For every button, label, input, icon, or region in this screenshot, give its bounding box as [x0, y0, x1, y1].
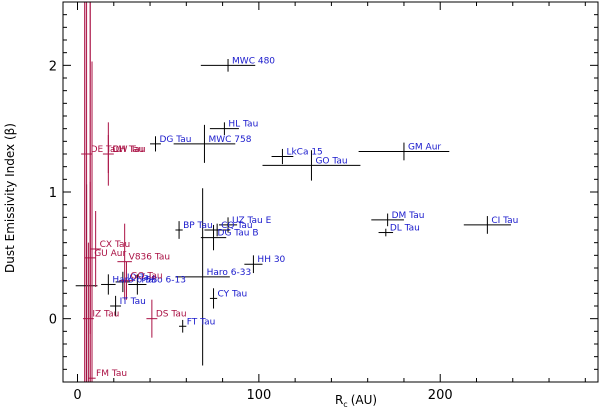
- blue-data-point: [463, 216, 511, 234]
- point-label: DS Tau: [156, 310, 187, 320]
- point-label: GO Tau: [315, 156, 347, 166]
- blue-data-point: [150, 136, 161, 152]
- red-data-point: [84, 181, 96, 334]
- blue-data-point: [173, 124, 236, 163]
- point-label: DG Tau B: [218, 229, 259, 239]
- x-axis-label-subscript: c: [343, 400, 347, 409]
- plot-frame: [62, 1, 599, 383]
- x-axis-label-main: R: [335, 393, 343, 407]
- point-label: Haro 6-13: [141, 275, 186, 285]
- plot-marks: [75, 2, 511, 382]
- blue-data-point: [209, 122, 239, 135]
- blue-data-point: [271, 148, 294, 165]
- point-label: IQ Tau: [127, 273, 155, 283]
- axis-ticks: 0 100 200 0 1 2: [49, 2, 598, 403]
- point-label: HL Tau: [228, 120, 258, 130]
- point-label: CX Tau: [100, 240, 131, 250]
- y-tick-label: 1: [49, 186, 57, 201]
- x-tick-label: 100: [246, 388, 271, 403]
- y-axis-label: Dust Emissivity Index (β): [3, 123, 17, 273]
- red-data-point: [146, 299, 158, 338]
- x-tick-label: 0: [73, 388, 81, 403]
- blue-data-point: [110, 295, 122, 317]
- y-tick-label: 0: [49, 313, 57, 328]
- blue-data-point: [262, 150, 361, 181]
- point-label: DL Tau: [390, 224, 420, 234]
- point-label: Haro 6-33: [207, 268, 252, 278]
- point-label: GM Aur: [408, 142, 441, 152]
- point-label: LkCa 15: [286, 148, 322, 158]
- point-label: GO Tau: [130, 272, 162, 282]
- blue-data-point: [200, 224, 227, 251]
- blue-data-point: [244, 255, 263, 274]
- point-label: CI Tau: [491, 216, 518, 226]
- point-label: CY Tau: [218, 289, 248, 299]
- blue-data-point: [371, 213, 404, 227]
- blue-data-point: [200, 59, 256, 72]
- point-label: MWC 758: [208, 135, 251, 145]
- blue-data-point: [175, 221, 183, 239]
- point-label: FM Tau: [96, 369, 127, 379]
- point-label: CQ Tau: [221, 221, 252, 231]
- point-label: IT Tau: [120, 297, 146, 307]
- blue-data-point: [378, 228, 394, 237]
- point-label: BP Tau: [183, 221, 213, 231]
- blue-data-point: [128, 274, 147, 295]
- blue-data-point: [204, 223, 230, 237]
- x-axis-label: Rc (AU): [335, 393, 377, 409]
- red-data-point: [88, 61, 96, 382]
- point-label: DM Tau: [392, 211, 425, 221]
- blue-data-point: [115, 271, 131, 293]
- point-label: DH Tau: [112, 145, 144, 155]
- red-data-point: [117, 223, 132, 300]
- x-tick-label: 200: [428, 388, 453, 403]
- point-label: MWC 480: [232, 56, 275, 66]
- red-data-point: [104, 135, 112, 173]
- x-axis-label-unit: (AU): [351, 393, 377, 407]
- point-label: HH 30: [257, 255, 285, 265]
- point-label: DG Tau: [159, 135, 191, 145]
- blue-data-point: [358, 142, 450, 161]
- point-label: IZ Tau: [92, 310, 119, 320]
- blue-data-point: [209, 288, 218, 309]
- point-label: CW Tau: [112, 145, 145, 155]
- blue-data-point: [101, 274, 116, 295]
- point-label: UZ Tau E: [232, 216, 272, 226]
- point-label: GU Aur: [94, 249, 126, 259]
- red-data-point: [119, 261, 134, 300]
- point-label: FT Tau: [187, 317, 216, 327]
- blue-data-point: [179, 319, 187, 333]
- y-tick-label: 2: [49, 59, 57, 74]
- point-label: Haro 6-5B: [112, 275, 157, 285]
- point-label: V836 Tau: [129, 253, 170, 263]
- blue-data-point: [175, 188, 230, 366]
- point-label: DE Tau: [91, 145, 122, 155]
